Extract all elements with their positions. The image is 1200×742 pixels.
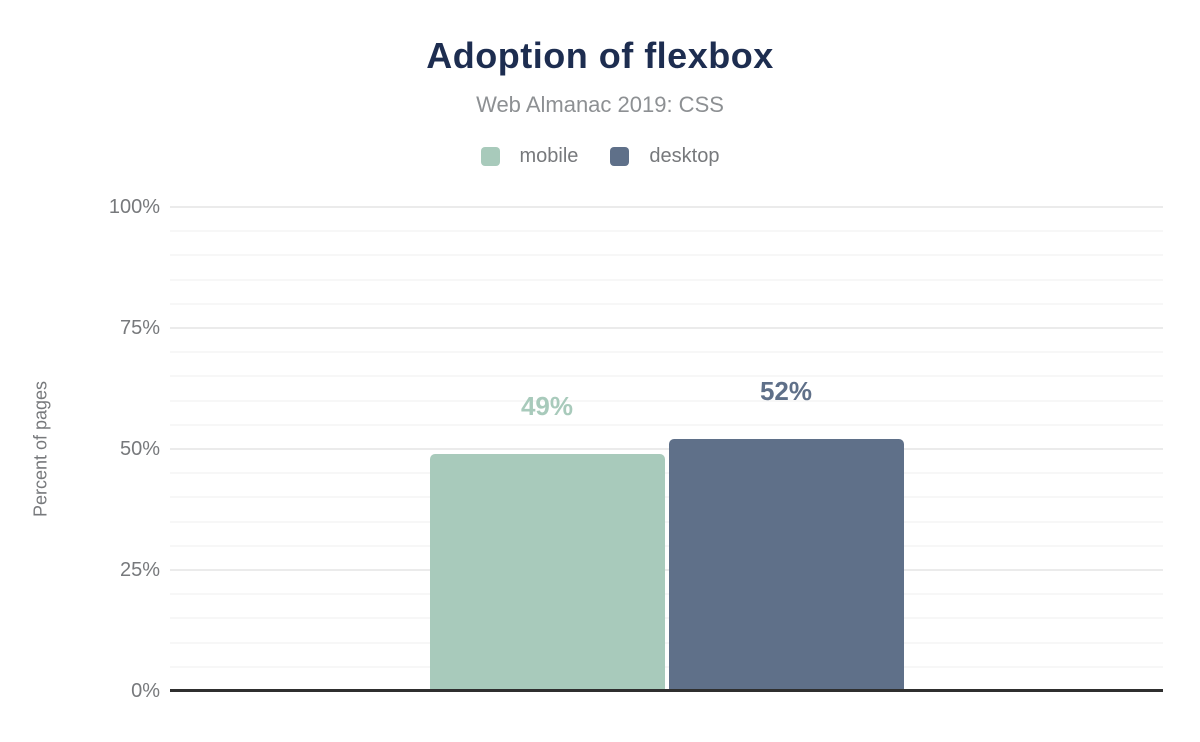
y-tick-label: 75% <box>119 317 160 339</box>
legend-item-mobile[interactable]: mobile <box>480 145 579 167</box>
major-gridline <box>170 448 1163 450</box>
chart-header: Adoption of flexbox Web Almanac 2019: CS… <box>0 0 1200 167</box>
y-tick-label: 25% <box>119 559 160 581</box>
legend-label-mobile: mobile <box>519 145 579 167</box>
major-gridline <box>170 206 1163 208</box>
major-gridline <box>170 327 1163 329</box>
y-axis-ticks: 0% 25% 50% 75% 100% <box>0 196 160 702</box>
minor-gridline <box>170 375 1163 378</box>
bar-mobile[interactable] <box>429 453 665 691</box>
major-gridline <box>170 569 1163 571</box>
chart-title: Adoption of flexbox <box>426 35 774 76</box>
minor-gridline <box>170 230 1163 233</box>
legend-label-desktop: desktop <box>649 145 720 167</box>
y-tick-label: 100% <box>108 196 160 218</box>
y-tick-label: 50% <box>119 438 160 460</box>
y-tick-label: 0% <box>131 680 160 702</box>
minor-gridline <box>170 641 1163 644</box>
minor-gridline <box>170 302 1163 305</box>
legend-item-desktop[interactable]: desktop <box>610 146 719 166</box>
minor-gridline <box>170 254 1163 257</box>
minor-gridline <box>170 278 1163 281</box>
bar-value-label-mobile: 49% <box>520 390 574 421</box>
minor-gridline <box>170 544 1163 547</box>
minor-gridline <box>170 423 1163 426</box>
minor-gridline <box>170 351 1163 354</box>
minor-gridline <box>170 593 1163 596</box>
chart-subtitle: Web Almanac 2019: CSS <box>476 92 724 117</box>
legend-swatch-mobile <box>480 146 500 166</box>
minor-gridline <box>170 496 1163 499</box>
minor-gridline <box>170 399 1163 402</box>
legend: mobile desktop <box>0 146 1200 166</box>
minor-gridline <box>170 665 1163 668</box>
bar-desktop[interactable] <box>668 439 904 691</box>
x-axis-baseline <box>170 689 1163 692</box>
legend-swatch-desktop <box>610 146 630 166</box>
plot-area: 49% 52% <box>170 206 1163 692</box>
minor-gridline <box>170 520 1163 523</box>
bar-value-label-desktop: 52% <box>759 376 813 407</box>
minor-gridline <box>170 472 1163 475</box>
minor-gridline <box>170 617 1163 620</box>
